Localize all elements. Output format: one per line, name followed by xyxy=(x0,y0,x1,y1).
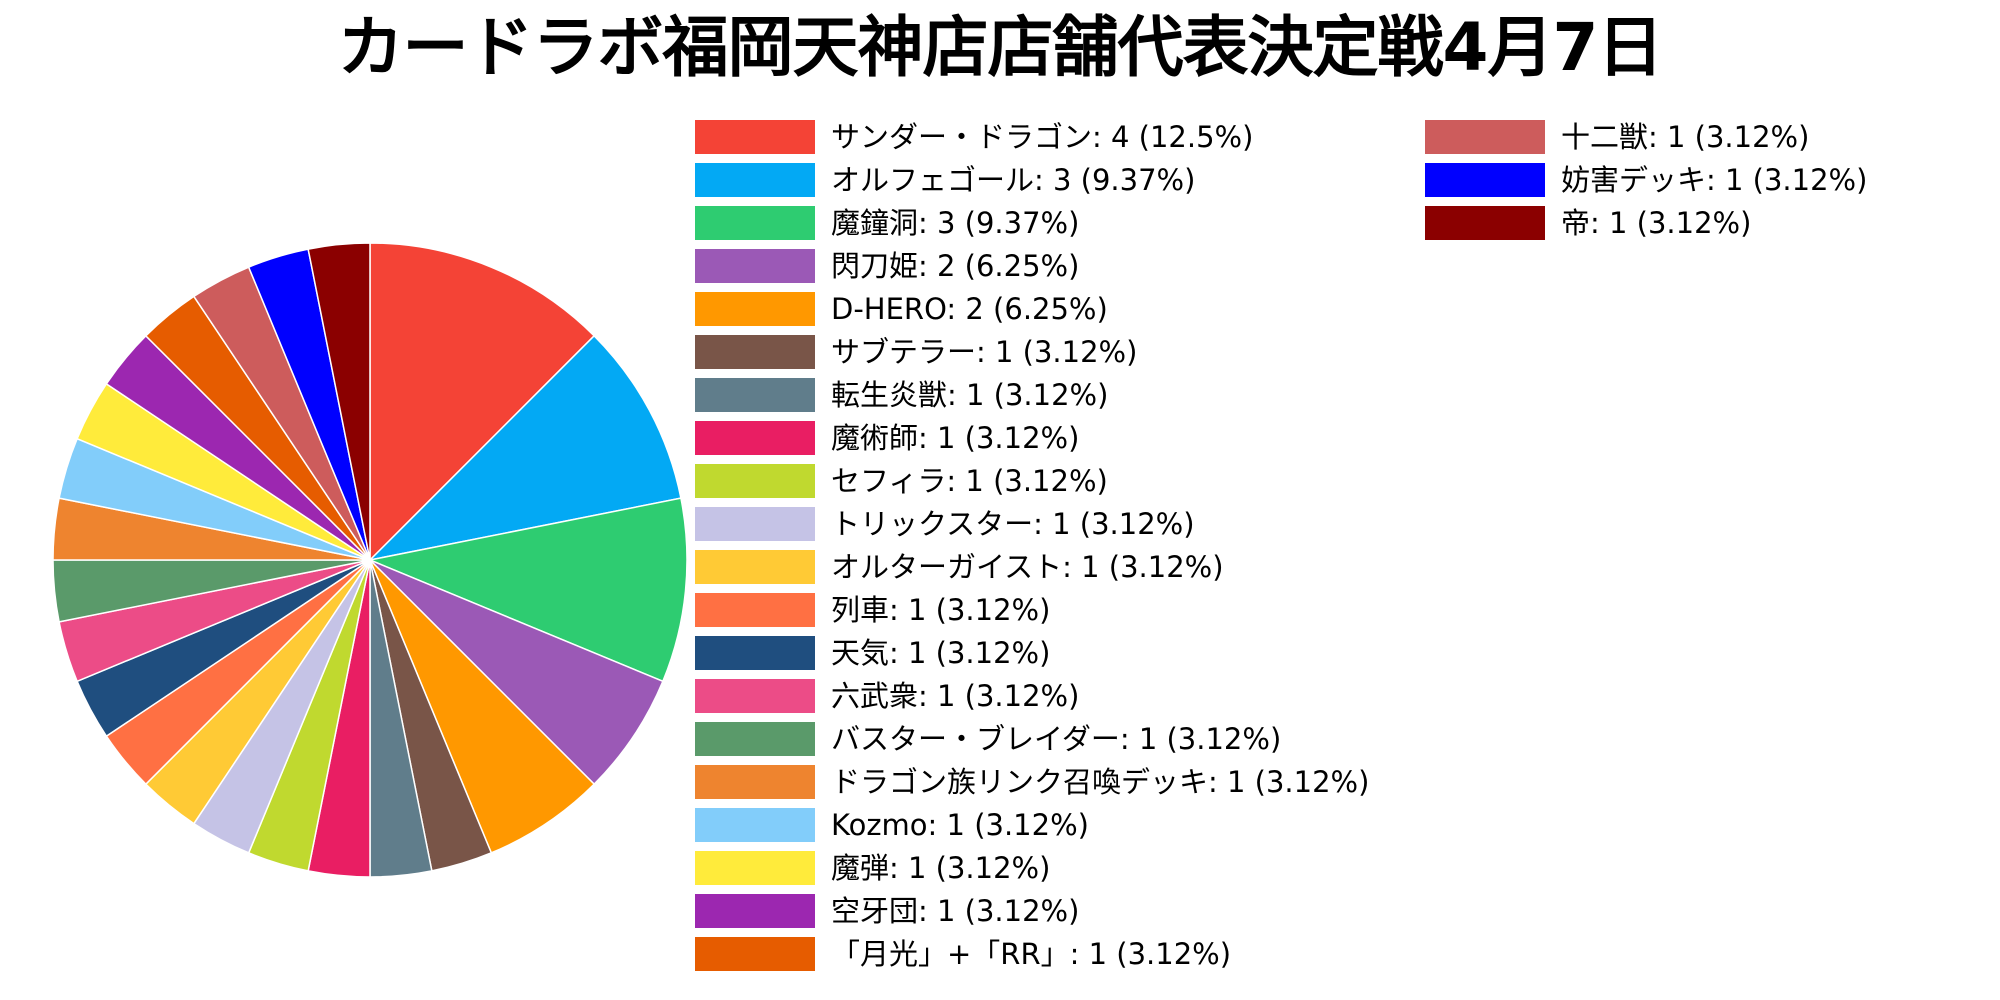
legend-item: サブテラー: 1 (3.12%) xyxy=(695,330,1369,373)
legend-label: トリックスター: 1 (3.12%) xyxy=(831,506,1195,541)
legend-label: オルフェゴール: 3 (9.37%) xyxy=(831,162,1196,197)
legend-swatch xyxy=(1425,119,1545,154)
legend-swatch xyxy=(695,678,815,713)
legend-label: セフィラ: 1 (3.12%) xyxy=(831,463,1108,498)
legend-item: オルターガイスト: 1 (3.12%) xyxy=(695,545,1369,588)
legend-item: ドラゴン族リンク召喚デッキ: 1 (3.12%) xyxy=(695,760,1369,803)
legend-label: 魔術師: 1 (3.12%) xyxy=(831,420,1080,455)
legend-swatch xyxy=(695,764,815,799)
legend-swatch xyxy=(695,592,815,627)
legend-column-1: サンダー・ドラゴン: 4 (12.5%) オルフェゴール: 3 (9.37%) 魔鐘… xyxy=(695,115,1369,975)
legend-label: 魔鐘洞: 3 (9.37%) xyxy=(831,205,1080,240)
legend-item: 十二獣: 1 (3.12%) xyxy=(1425,115,1867,158)
legend-column-2: 十二獣: 1 (3.12%) 妨害デッキ: 1 (3.12%) 帝: 1 (3.12… xyxy=(1425,115,1867,244)
legend-swatch xyxy=(1425,205,1545,240)
pie-slice-4 xyxy=(369,559,596,854)
legend-swatch xyxy=(695,420,815,455)
legend-label: 十二獣: 1 (3.12%) xyxy=(1561,119,1810,154)
pie-slice-22 xyxy=(307,242,371,561)
legend-swatch xyxy=(695,635,815,670)
legend-swatch xyxy=(695,205,815,240)
legend-label: バスター・ブレイダー: 1 (3.12%) xyxy=(831,721,1282,756)
legend-label: ドラゴン族リンク召喚デッキ: 1 (3.12%) xyxy=(831,764,1370,799)
chart-title: カードラボ福岡天神店店舗代表決定戦4月7日 xyxy=(337,9,1664,86)
legend-swatch xyxy=(695,807,815,842)
legend-item: 天気: 1 (3.12%) xyxy=(695,631,1369,674)
legend-item: 妨害デッキ: 1 (3.12%) xyxy=(1425,158,1867,201)
legend-label: オルターガイスト: 1 (3.12%) xyxy=(831,549,1224,584)
legend-item: バスター・ブレイダー: 1 (3.12%) xyxy=(695,717,1369,760)
pie-slice-1 xyxy=(367,334,682,562)
legend-item: サンダー・ドラゴン: 4 (12.5%) xyxy=(695,115,1369,158)
legend-swatch xyxy=(695,463,815,498)
legend-item: 魔鐘洞: 3 (9.37%) xyxy=(695,201,1369,244)
legend-swatch xyxy=(1425,162,1545,197)
legend-swatch xyxy=(695,377,815,412)
legend-swatch xyxy=(695,721,815,756)
legend-swatch xyxy=(695,850,815,885)
pie-slice-3 xyxy=(369,559,664,786)
legend-label: 列車: 1 (3.12%) xyxy=(831,592,1051,627)
legend-label: 「月光」+「RR」: 1 (3.12%) xyxy=(831,936,1232,971)
legend-item: オルフェゴール: 3 (9.37%) xyxy=(695,158,1369,201)
legend-label: 転生炎獣: 1 (3.12%) xyxy=(831,377,1109,412)
legend-swatch xyxy=(695,936,815,971)
legend-item: トリックスター: 1 (3.12%) xyxy=(695,502,1369,545)
legend-item: 魔弾: 1 (3.12%) xyxy=(695,846,1369,889)
legend-item: セフィラ: 1 (3.12%) xyxy=(695,459,1369,502)
legend-label: 帝: 1 (3.12%) xyxy=(1561,205,1752,240)
legend-label: 天気: 1 (3.12%) xyxy=(831,635,1051,670)
legend-item: 転生炎獣: 1 (3.12%) xyxy=(695,373,1369,416)
legend-label: 六武衆: 1 (3.12%) xyxy=(831,678,1080,713)
legend-label: D-HERO: 2 (6.25%) xyxy=(831,291,1108,326)
pie-chart xyxy=(52,242,688,878)
pie-slice-2 xyxy=(367,497,688,683)
legend-swatch xyxy=(695,334,815,369)
legend-item: 列車: 1 (3.12%) xyxy=(695,588,1369,631)
legend-label: 魔弾: 1 (3.12%) xyxy=(831,850,1051,885)
legend-swatch xyxy=(695,162,815,197)
legend-item: 帝: 1 (3.12%) xyxy=(1425,201,1867,244)
legend-swatch xyxy=(695,248,815,283)
legend-swatch xyxy=(695,291,815,326)
legend-label: Kozmo: 1 (3.12%) xyxy=(831,807,1089,842)
legend-swatch xyxy=(695,893,815,928)
legend-item: D-HERO: 2 (6.25%) xyxy=(695,287,1369,330)
legend-swatch xyxy=(695,549,815,584)
legend-swatch xyxy=(695,506,815,541)
pie-slice-0 xyxy=(369,242,596,562)
legend-label: 妨害デッキ: 1 (3.12%) xyxy=(1561,162,1868,197)
legend-item: Kozmo: 1 (3.12%) xyxy=(695,803,1369,846)
legend-item: 空牙団: 1 (3.12%) xyxy=(695,889,1369,932)
legend-label: サブテラー: 1 (3.12%) xyxy=(831,334,1138,369)
legend-swatch xyxy=(695,119,815,154)
legend-item: 閃刀姫: 2 (6.25%) xyxy=(695,244,1369,287)
legend-label: サンダー・ドラゴン: 4 (12.5%) xyxy=(831,119,1254,154)
legend-item: 六武衆: 1 (3.12%) xyxy=(695,674,1369,717)
legend-item: 「月光」+「RR」: 1 (3.12%) xyxy=(695,932,1369,975)
legend-label: 閃刀姫: 2 (6.25%) xyxy=(831,248,1080,283)
legend-item: 魔術師: 1 (3.12%) xyxy=(695,416,1369,459)
legend-label: 空牙団: 1 (3.12%) xyxy=(831,893,1080,928)
